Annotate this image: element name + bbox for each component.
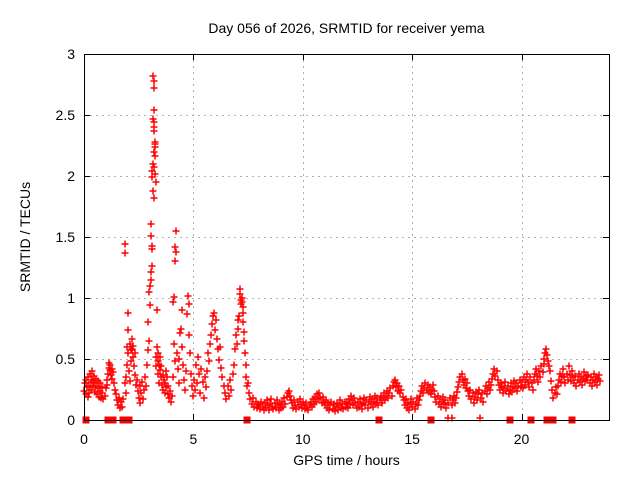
x-tick-label: 0 [80,431,88,447]
y-tick-label: 1 [67,290,75,306]
y-tick-label: 0.5 [56,351,76,367]
y-tick-label: 0 [67,412,75,428]
x-tick-label: 20 [514,431,530,447]
scatter-points-plus [80,72,604,422]
tick-marks [84,54,609,421]
x-tick-label: 10 [295,431,311,447]
x-tick-labels: 0 5 10 15 20 [80,431,529,447]
y-tick-label: 1.5 [56,229,76,245]
x-axis-label: GPS time / hours [293,452,400,468]
grid-lines [84,54,609,420]
x-tick-label: 5 [189,431,197,447]
y-tick-labels: 0 0.5 1 1.5 2 2.5 3 [56,46,76,428]
y-tick-label: 3 [67,46,75,62]
y-tick-label: 2 [67,168,75,184]
chart-title: Day 056 of 2026, SRMTID for receiver yem… [208,20,485,36]
y-tick-label: 2.5 [56,107,76,123]
x-tick-label: 15 [404,431,420,447]
